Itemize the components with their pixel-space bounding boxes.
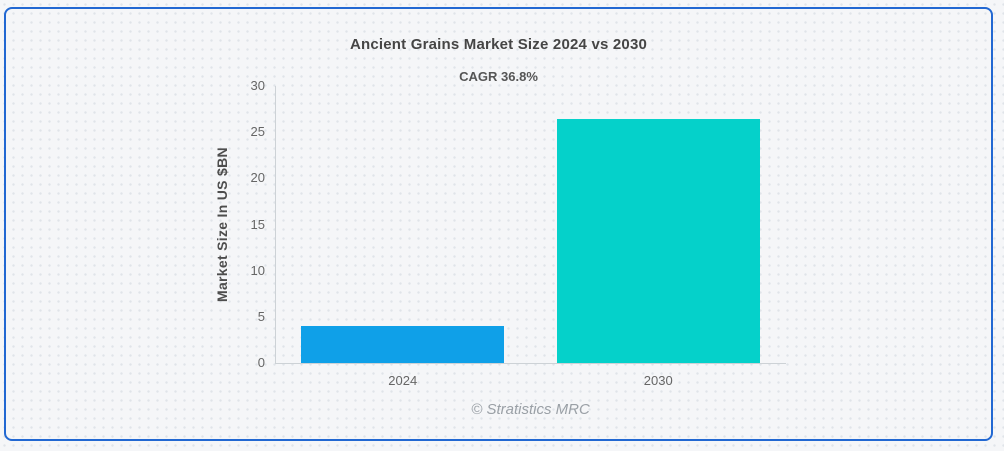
chart-title: Ancient Grains Market Size 2024 vs 2030 bbox=[349, 36, 648, 53]
y-axis-line bbox=[275, 86, 276, 364]
y-tick-label: 0 bbox=[257, 355, 265, 370]
bar-2024 bbox=[301, 326, 505, 363]
y-tick-label: 15 bbox=[250, 216, 265, 232]
x-axis-line bbox=[275, 363, 786, 364]
x-axis-label-2024: 2024 bbox=[388, 373, 418, 388]
y-tick-label: 10 bbox=[250, 262, 265, 278]
chart-subtitle: CAGR 36.8% bbox=[459, 69, 538, 84]
chart-card: Ancient Grains Market Size 2024 vs 2030 … bbox=[4, 7, 993, 441]
x-axis-label-2030: 2030 bbox=[643, 373, 673, 388]
y-tick-label: 20 bbox=[250, 170, 265, 186]
y-tick-label: 5 bbox=[257, 308, 265, 324]
y-axis-title: Market Size In US $BN bbox=[214, 147, 230, 302]
y-tick-label: 30 bbox=[250, 78, 265, 93]
credit-text: © Stratistics MRC bbox=[471, 401, 590, 418]
y-tick-label: 25 bbox=[250, 124, 265, 140]
bar-2030 bbox=[556, 119, 760, 363]
